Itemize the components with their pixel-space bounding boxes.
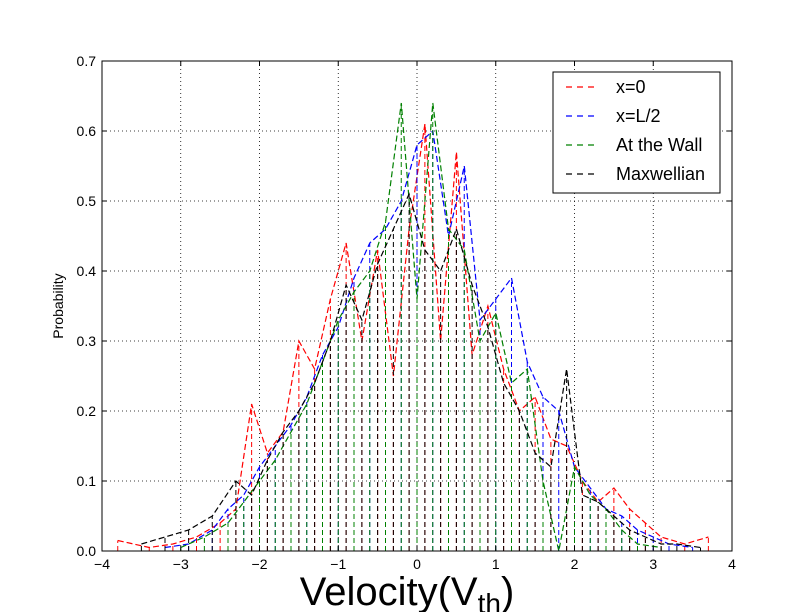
y-axis-label: Probability <box>50 273 66 338</box>
x-tick-label: 1 <box>492 556 500 572</box>
legend-label: x=L/2 <box>616 106 661 126</box>
x-axis-label-subscript: th <box>478 588 501 612</box>
y-tick-label: 0.3 <box>77 333 97 349</box>
series-line-maxwellian <box>141 192 701 549</box>
legend-entries: x=0 x=L/2 At the Wall Maxwellian <box>566 77 705 184</box>
x-tick-label: 0 <box>413 556 421 572</box>
legend-entry-maxwellian: Maxwellian <box>566 164 705 184</box>
x-tick-label: 4 <box>728 556 736 572</box>
y-tick-label: 0.6 <box>77 123 97 139</box>
x-tick-label: −3 <box>173 556 189 572</box>
tick-marks <box>101 60 733 552</box>
legend-label: x=0 <box>616 77 646 97</box>
x-axis-label: Velocity(Vth) <box>300 570 515 612</box>
x-tick-label: 2 <box>571 556 579 572</box>
x-tick-label: −1 <box>330 556 346 572</box>
series-layer <box>117 102 709 552</box>
y-tick-label: 0.0 <box>77 543 97 559</box>
y-tick-label: 0.4 <box>77 263 97 279</box>
series-line-x-0 <box>117 123 709 549</box>
series-maxwellian <box>140 192 701 551</box>
legend-entry-at-the-wall: At the Wall <box>566 135 702 155</box>
y-tick-labels: 0.0 0.1 0.2 0.3 0.4 0.5 0.6 0.7 <box>77 53 97 559</box>
y-tick-label: 0.7 <box>77 53 97 69</box>
x-axis-label-close: ) <box>501 570 514 612</box>
y-tick-label: 0.1 <box>77 473 97 489</box>
legend-entry-x-0: x=0 <box>566 77 646 97</box>
x-tick-labels: −4 −3 −2 −1 0 1 2 3 4 <box>94 556 736 572</box>
y-tick-label: 0.2 <box>77 403 97 419</box>
x-tick-label: −4 <box>94 556 110 572</box>
x-tick-label: 3 <box>649 556 657 572</box>
series-line-at-the-wall <box>180 102 662 552</box>
legend-label: Maxwellian <box>616 164 705 184</box>
legend-label: At the Wall <box>616 135 702 155</box>
legend-entry-x-l-2: x=L/2 <box>566 106 661 126</box>
y-tick-label: 0.5 <box>77 193 97 209</box>
series-at-the-wall <box>180 102 662 552</box>
legend: x=0 x=L/2 At the Wall Maxwellian <box>552 71 721 194</box>
x-axis-label-main: Velocity(V <box>300 570 478 612</box>
x-tick-label: −2 <box>252 556 268 572</box>
legend-box <box>552 71 721 194</box>
